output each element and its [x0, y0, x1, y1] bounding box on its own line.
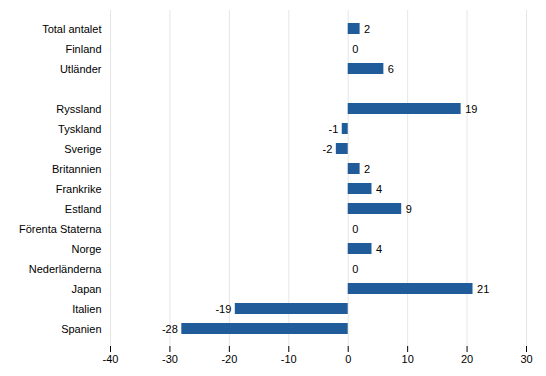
svg-text:Sverige: Sverige — [64, 143, 101, 155]
svg-text:Nederländerna: Nederländerna — [29, 263, 103, 275]
svg-text:Italien: Italien — [72, 303, 101, 315]
svg-text:Ryssland: Ryssland — [56, 103, 101, 115]
svg-text:Spanien: Spanien — [61, 323, 101, 335]
svg-text:Tyskland: Tyskland — [58, 123, 101, 135]
svg-text:9: 9 — [406, 203, 412, 215]
svg-text:19: 19 — [465, 103, 477, 115]
svg-text:2: 2 — [364, 23, 370, 35]
svg-text:Total antalet: Total antalet — [42, 23, 101, 35]
svg-text:-28: -28 — [162, 323, 178, 335]
svg-text:-10: -10 — [281, 353, 297, 365]
svg-text:21: 21 — [477, 283, 489, 295]
svg-text:4: 4 — [376, 183, 382, 195]
svg-text:2: 2 — [364, 163, 370, 175]
svg-text:-19: -19 — [215, 303, 231, 315]
svg-text:20: 20 — [461, 353, 473, 365]
svg-text:10: 10 — [402, 353, 414, 365]
svg-text:6: 6 — [388, 63, 394, 75]
svg-text:0: 0 — [345, 353, 351, 365]
svg-text:Estland: Estland — [65, 203, 102, 215]
svg-text:Förenta Staterna: Förenta Staterna — [19, 223, 102, 235]
svg-text:30: 30 — [520, 353, 532, 365]
svg-text:-2: -2 — [323, 143, 333, 155]
svg-text:-20: -20 — [221, 353, 237, 365]
svg-text:0: 0 — [352, 263, 358, 275]
svg-text:Japan: Japan — [72, 283, 102, 295]
svg-text:Finland: Finland — [65, 43, 101, 55]
svg-text:0: 0 — [352, 223, 358, 235]
svg-text:Norge: Norge — [72, 243, 102, 255]
svg-text:-1: -1 — [328, 123, 338, 135]
svg-text:4: 4 — [376, 243, 382, 255]
svg-text:Britannien: Britannien — [52, 163, 102, 175]
svg-text:-30: -30 — [162, 353, 178, 365]
svg-text:Frankrike: Frankrike — [56, 183, 102, 195]
svg-text:0: 0 — [352, 43, 358, 55]
svg-text:Utländer: Utländer — [60, 63, 102, 75]
svg-text:-40: -40 — [103, 353, 119, 365]
